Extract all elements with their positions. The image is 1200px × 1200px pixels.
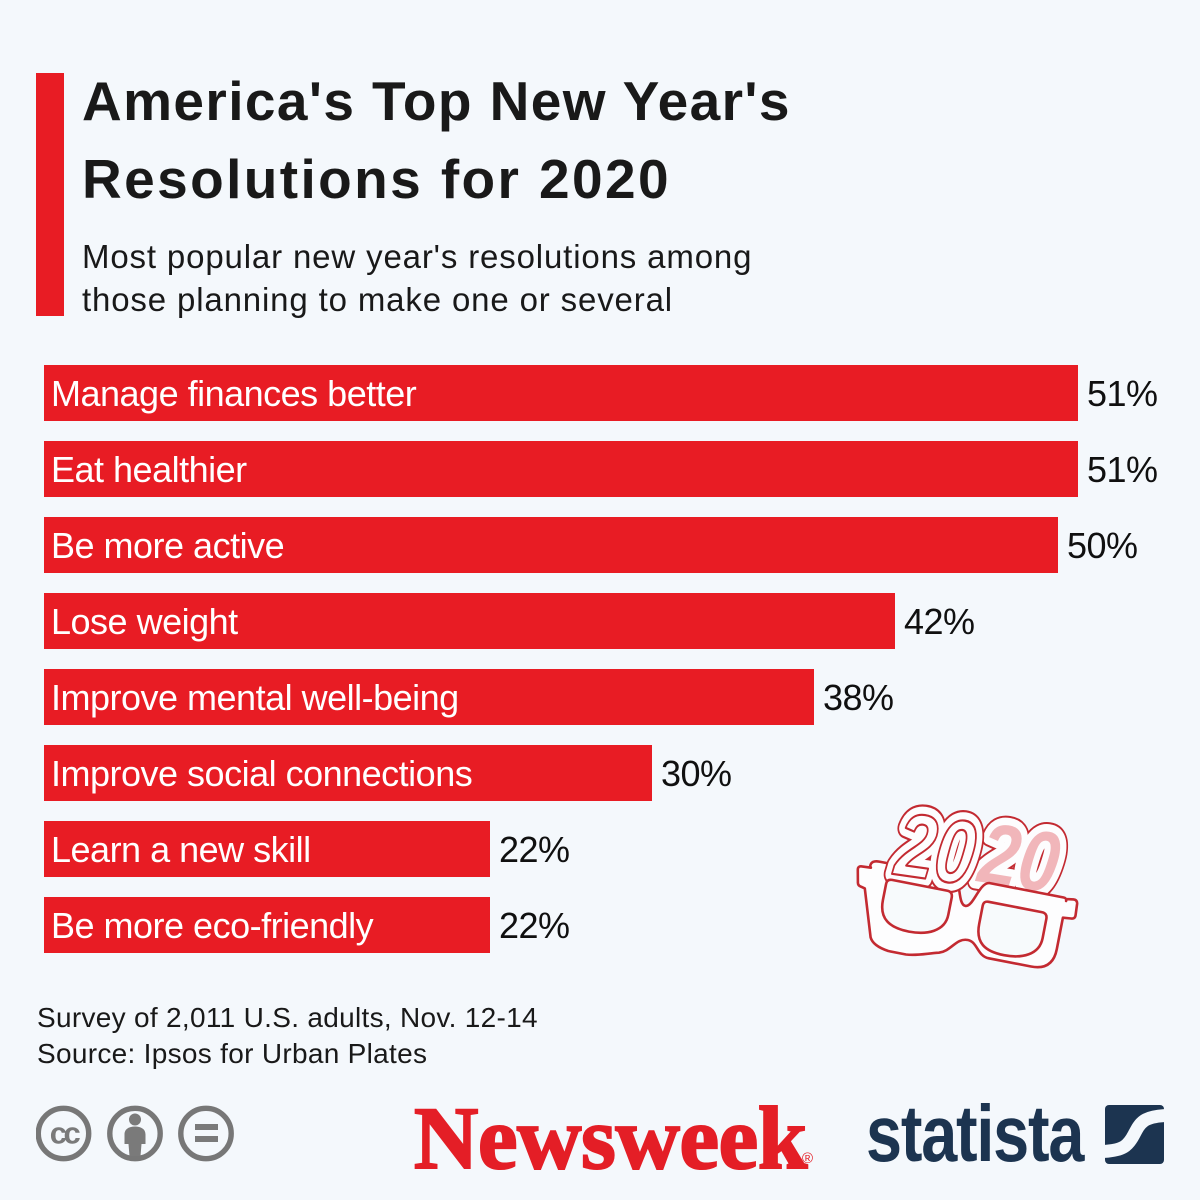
svg-text:cc: cc <box>50 1116 81 1151</box>
